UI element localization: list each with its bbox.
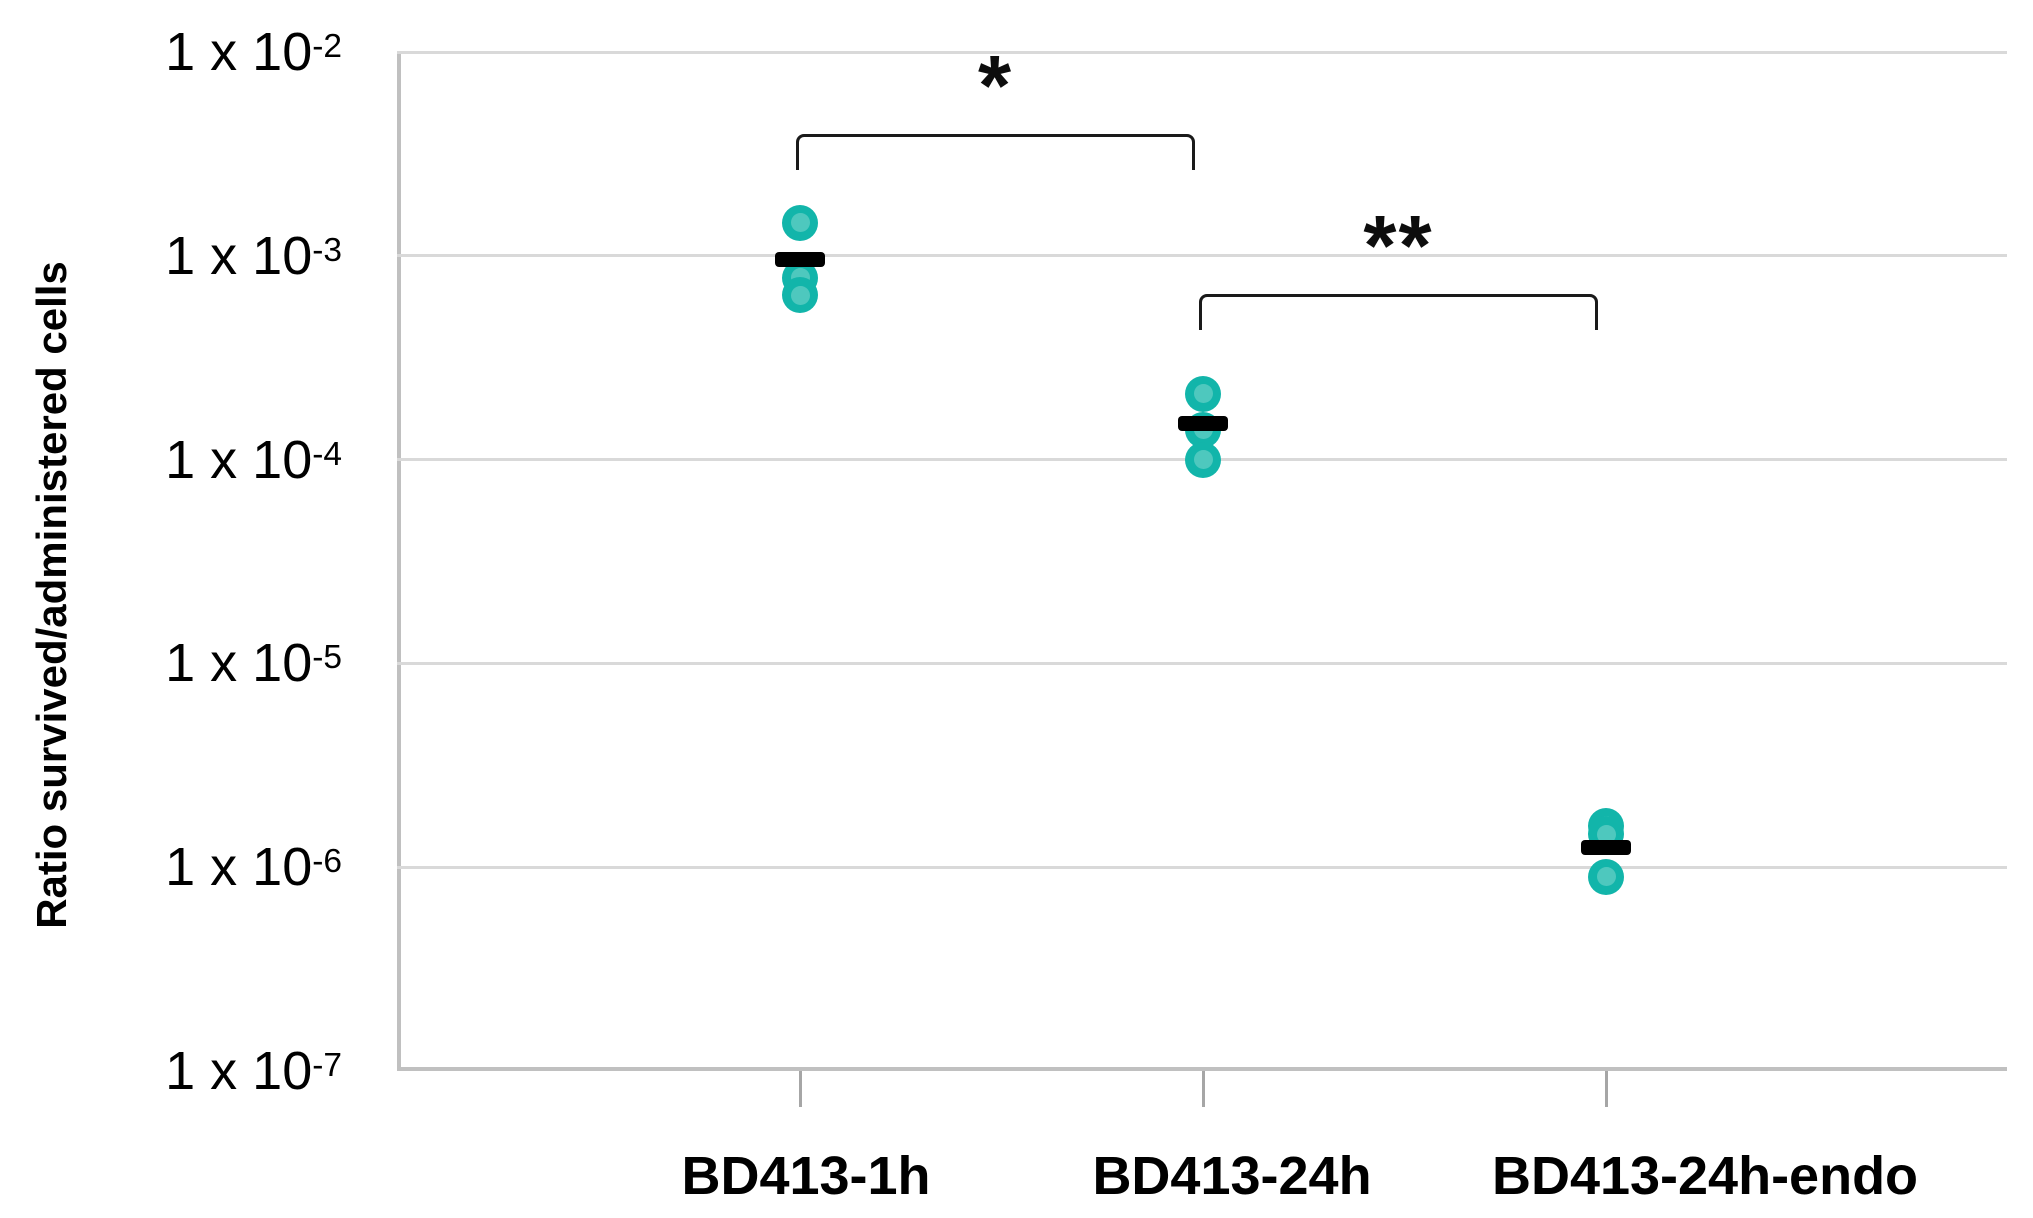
category-label: BD413-24h-endo [1491, 1146, 1919, 1206]
data-point [782, 204, 818, 241]
mean-bar [1178, 416, 1228, 432]
data-point [1185, 441, 1221, 478]
significance-bracket [1199, 294, 1598, 330]
data-point [782, 277, 818, 314]
y-tick-label: 1 x 10 -5 [165, 633, 342, 694]
category-label: BD413-24h [1092, 1146, 1372, 1206]
y-tick-label: 1 x 10 -4 [165, 429, 342, 490]
x-tick [1604, 1071, 1608, 1107]
gridline [397, 661, 2007, 665]
y-tick-label: 1 x 10 -2 [165, 22, 342, 82]
data-point-inner [1193, 450, 1213, 470]
data-point-inner [790, 213, 810, 233]
data-point-inner [1193, 384, 1213, 404]
mean-bar [775, 251, 825, 267]
x-tick [1201, 1071, 1205, 1107]
gridline [397, 50, 2007, 54]
significance-bracket [796, 134, 1195, 170]
category-label: BD413-1h [681, 1146, 931, 1206]
gridline [397, 865, 2007, 869]
x-tick [798, 1071, 802, 1107]
gridline [397, 254, 2007, 258]
data-point [1185, 375, 1221, 412]
significance-asterisk: ** [1363, 199, 1434, 294]
y-tick-label: 1 x 10 -3 [165, 225, 342, 286]
data-point-inner [1596, 824, 1616, 844]
y-tick-label: 1 x 10 -7 [165, 1041, 342, 1101]
y-tick-label: 1 x 10 -6 [165, 837, 342, 898]
mean-bar [1581, 839, 1631, 855]
plot-area [397, 52, 2007, 1071]
data-point [1588, 858, 1624, 895]
data-point-inner [1596, 867, 1616, 887]
data-point-inner [790, 285, 810, 305]
significance-asterisk: * [977, 39, 1014, 134]
